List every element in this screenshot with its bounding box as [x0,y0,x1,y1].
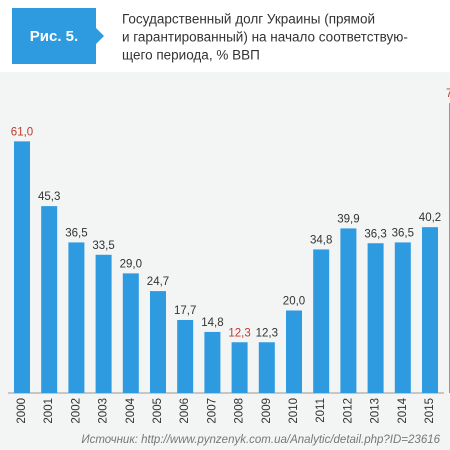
x-tick-label: 2007 [206,398,218,424]
x-tick-label: 2005 [152,398,164,424]
x-tick-label: 2013 [370,398,382,424]
bar [68,242,85,393]
bar [41,206,58,393]
value-label: 24,7 [147,276,169,288]
x-tick-label: 2010 [288,398,300,424]
bar [231,342,248,393]
x-tick-label: 2008 [234,398,246,424]
value-label: 36,5 [392,227,414,239]
bar [258,342,275,393]
value-label: 29,0 [120,258,142,270]
bar [340,228,357,393]
value-label: 14,8 [201,317,223,329]
bar [177,319,194,393]
bar [286,310,302,393]
value-label: 61,0 [11,126,33,138]
x-tick-label: 2003 [98,398,110,424]
value-label: 40,2 [419,212,441,224]
x-tick-label: 2015 [424,398,436,424]
value-label: 70,3 [446,88,450,100]
value-label: 12,3 [256,327,278,339]
value-label: 39,9 [337,213,359,225]
bar [204,331,221,393]
chart-title-line: Государственный долг Украины (прямой [122,12,375,27]
bar [122,273,139,393]
x-tick-label: 2002 [70,398,82,424]
chart-title-line: и гарантированный) на начало соответству… [122,30,408,45]
x-tick-label: 2009 [261,398,273,424]
figure-label: Рис. 5. [30,28,78,45]
x-tick-label: 2004 [125,397,137,423]
x-tick-label: 2012 [342,398,354,424]
value-label: 12,3 [228,327,250,339]
figure-label-arrow [96,28,104,44]
bar [394,242,411,393]
bar [150,291,166,393]
value-label: 36,3 [364,228,386,240]
value-label: 20,0 [283,296,305,308]
figure-label-box [12,8,96,64]
bar [95,254,112,393]
value-label: 17,7 [174,305,196,317]
bar [422,227,438,393]
value-label: 33,5 [92,240,114,252]
x-tick-label: 2011 [315,398,327,423]
bar [367,243,384,393]
x-tick-label: 2006 [179,398,191,424]
value-label: 34,8 [310,234,332,246]
x-tick-label: 2001 [43,398,55,424]
chart-title-line: щего периода, % ВВП [122,48,260,63]
value-label: 36,5 [65,227,87,239]
bar [14,141,30,393]
x-tick-label: 2014 [397,397,409,423]
x-tick-label: 2000 [16,398,28,424]
value-label: 45,3 [38,191,60,203]
bar [313,249,330,393]
source-note: Источник: http://www.pynzenyk.com.ua/Ana… [81,434,440,446]
